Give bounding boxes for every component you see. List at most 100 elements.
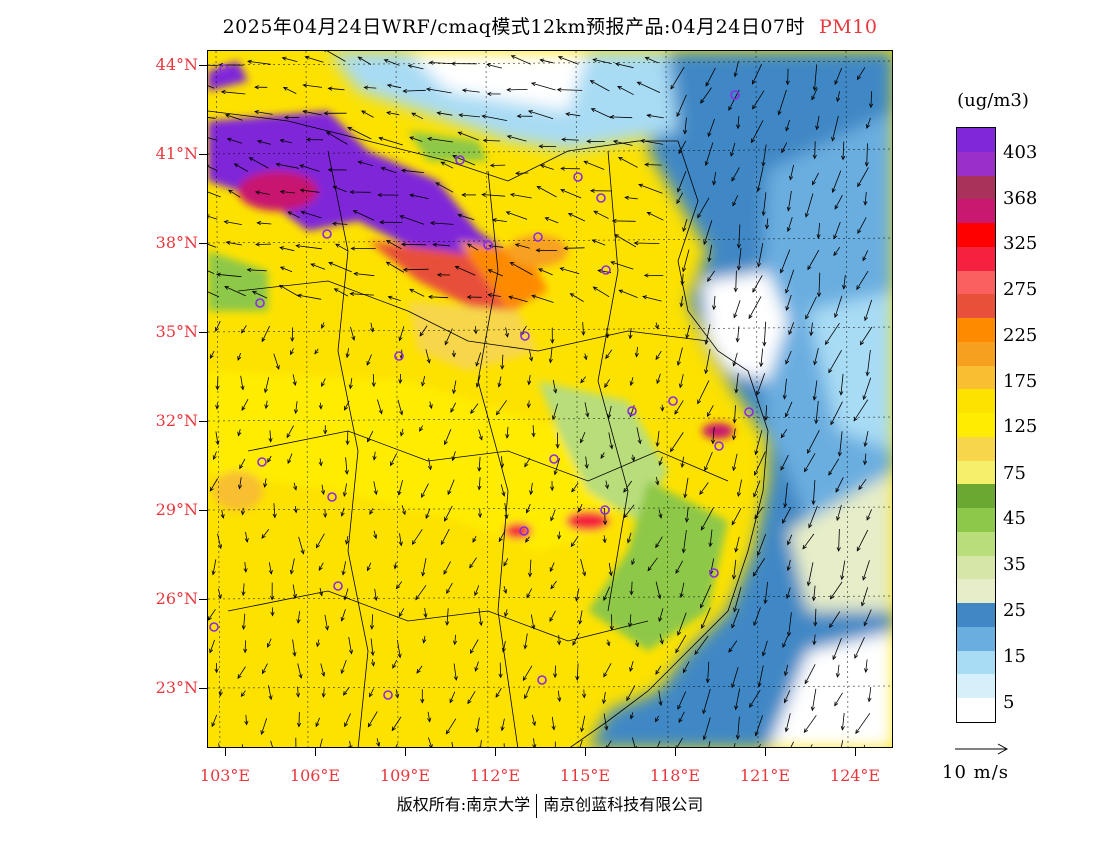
wind-vector — [700, 507, 714, 531]
wind-vector — [787, 559, 791, 571]
wind-vector — [708, 741, 711, 747]
wind-vector-head — [450, 61, 456, 66]
wind-vector-head — [591, 239, 597, 244]
wind-vector — [348, 636, 352, 654]
wind-vector — [525, 536, 530, 543]
wind-vector-head — [682, 668, 687, 674]
wind-vector-head — [694, 650, 699, 655]
wind-vector-head — [487, 293, 493, 298]
legend-swatch — [957, 484, 995, 509]
wind-vector-head — [333, 288, 339, 293]
wind-vector — [780, 428, 788, 438]
wind-vector-head — [400, 168, 406, 173]
wind-vector — [482, 115, 508, 121]
wind-vector-head — [395, 693, 400, 699]
wind-vector-head — [623, 513, 628, 519]
wind-vector — [215, 320, 221, 332]
wind-vector — [350, 293, 374, 296]
wind-vector — [755, 715, 763, 736]
lat-tick — [199, 510, 207, 511]
wind-vector-head — [254, 85, 259, 90]
wind-vector — [396, 581, 403, 589]
wind-vector-head — [318, 566, 323, 572]
wind-vector — [868, 686, 872, 702]
wind-vector — [324, 614, 328, 630]
wind-vector — [224, 286, 246, 297]
wind-vector-head — [589, 188, 595, 193]
wind-vector — [249, 157, 269, 169]
wind-vector-head — [629, 667, 634, 672]
wind-vector-head — [367, 722, 372, 728]
wind-vector — [707, 270, 715, 282]
wind-vector-head — [810, 706, 815, 712]
wind-vector — [830, 581, 843, 600]
wind-vector — [836, 504, 842, 521]
wind-vector-head — [208, 616, 212, 621]
wind-vector-head — [461, 88, 467, 93]
legend-swatch — [957, 436, 995, 462]
wind-vector-head — [762, 341, 767, 347]
wind-vector — [243, 613, 246, 630]
wind-vector-head — [478, 435, 483, 441]
wind-vector — [856, 270, 869, 290]
legend-label: 175 — [1003, 371, 1038, 392]
wind-vector-head — [240, 510, 246, 516]
wind-vector-head — [857, 182, 862, 188]
wind-vector — [273, 353, 280, 370]
wind-vector-head — [728, 648, 733, 653]
wind-vector — [683, 529, 687, 553]
wind-vector-head — [453, 676, 458, 681]
wind-vector — [298, 711, 300, 727]
wind-vector-head — [780, 268, 784, 274]
wind-vector-head — [495, 410, 501, 416]
wind-vector-head — [505, 211, 511, 216]
wind-vector-head — [538, 144, 544, 149]
wind-vector-head — [295, 692, 301, 698]
wind-vector — [540, 164, 554, 170]
copyright-right: 南京创蓝科技有限公司 — [543, 795, 704, 814]
wind-vector-head — [363, 85, 369, 90]
wind-vector-head — [241, 328, 246, 334]
wind-vector-head — [370, 651, 375, 657]
wind-vector-head — [618, 289, 624, 294]
wind-vector — [478, 607, 482, 626]
wind-vector-head — [784, 412, 789, 418]
wind-vector — [629, 327, 632, 339]
wind-vector — [240, 690, 246, 697]
wind-vector-head — [369, 692, 373, 698]
wind-vector-head — [644, 162, 649, 167]
wind-vector — [758, 665, 764, 687]
lon-tick — [675, 748, 676, 756]
wind-vector-head — [321, 324, 325, 329]
wind-vector-head — [638, 183, 644, 188]
wind-vector — [557, 89, 583, 91]
wind-vector-head — [828, 470, 833, 476]
wind-vector-head — [215, 440, 220, 446]
wind-vector-head — [427, 294, 433, 300]
wind-vector — [581, 715, 586, 732]
wind-vector-head — [482, 138, 488, 143]
wind-vector — [403, 89, 426, 92]
wind-vector — [358, 56, 372, 65]
wind-vector-head — [444, 516, 448, 522]
wind-vector — [225, 114, 243, 121]
wind-vector — [754, 451, 766, 476]
forecast-map[interactable] — [207, 50, 893, 748]
wind-vector-head — [786, 631, 792, 637]
wind-vector-head — [592, 286, 598, 291]
wind-vector-head — [704, 161, 709, 167]
wind-vector-head — [321, 382, 325, 388]
wind-vector-head — [505, 433, 510, 439]
wind-vector — [373, 451, 376, 460]
wind-vector — [738, 224, 741, 248]
wind-vector — [656, 373, 661, 384]
wind-vector — [787, 534, 793, 545]
wind-vector — [863, 609, 872, 626]
wind-vector-head — [426, 358, 431, 364]
legend-swatch — [957, 413, 995, 438]
wind-vector-head — [611, 218, 617, 224]
wind-vector-head — [732, 201, 737, 207]
wind-vector-head — [390, 461, 394, 467]
wind-vector-head — [522, 676, 527, 682]
wind-vector-head — [604, 383, 609, 388]
